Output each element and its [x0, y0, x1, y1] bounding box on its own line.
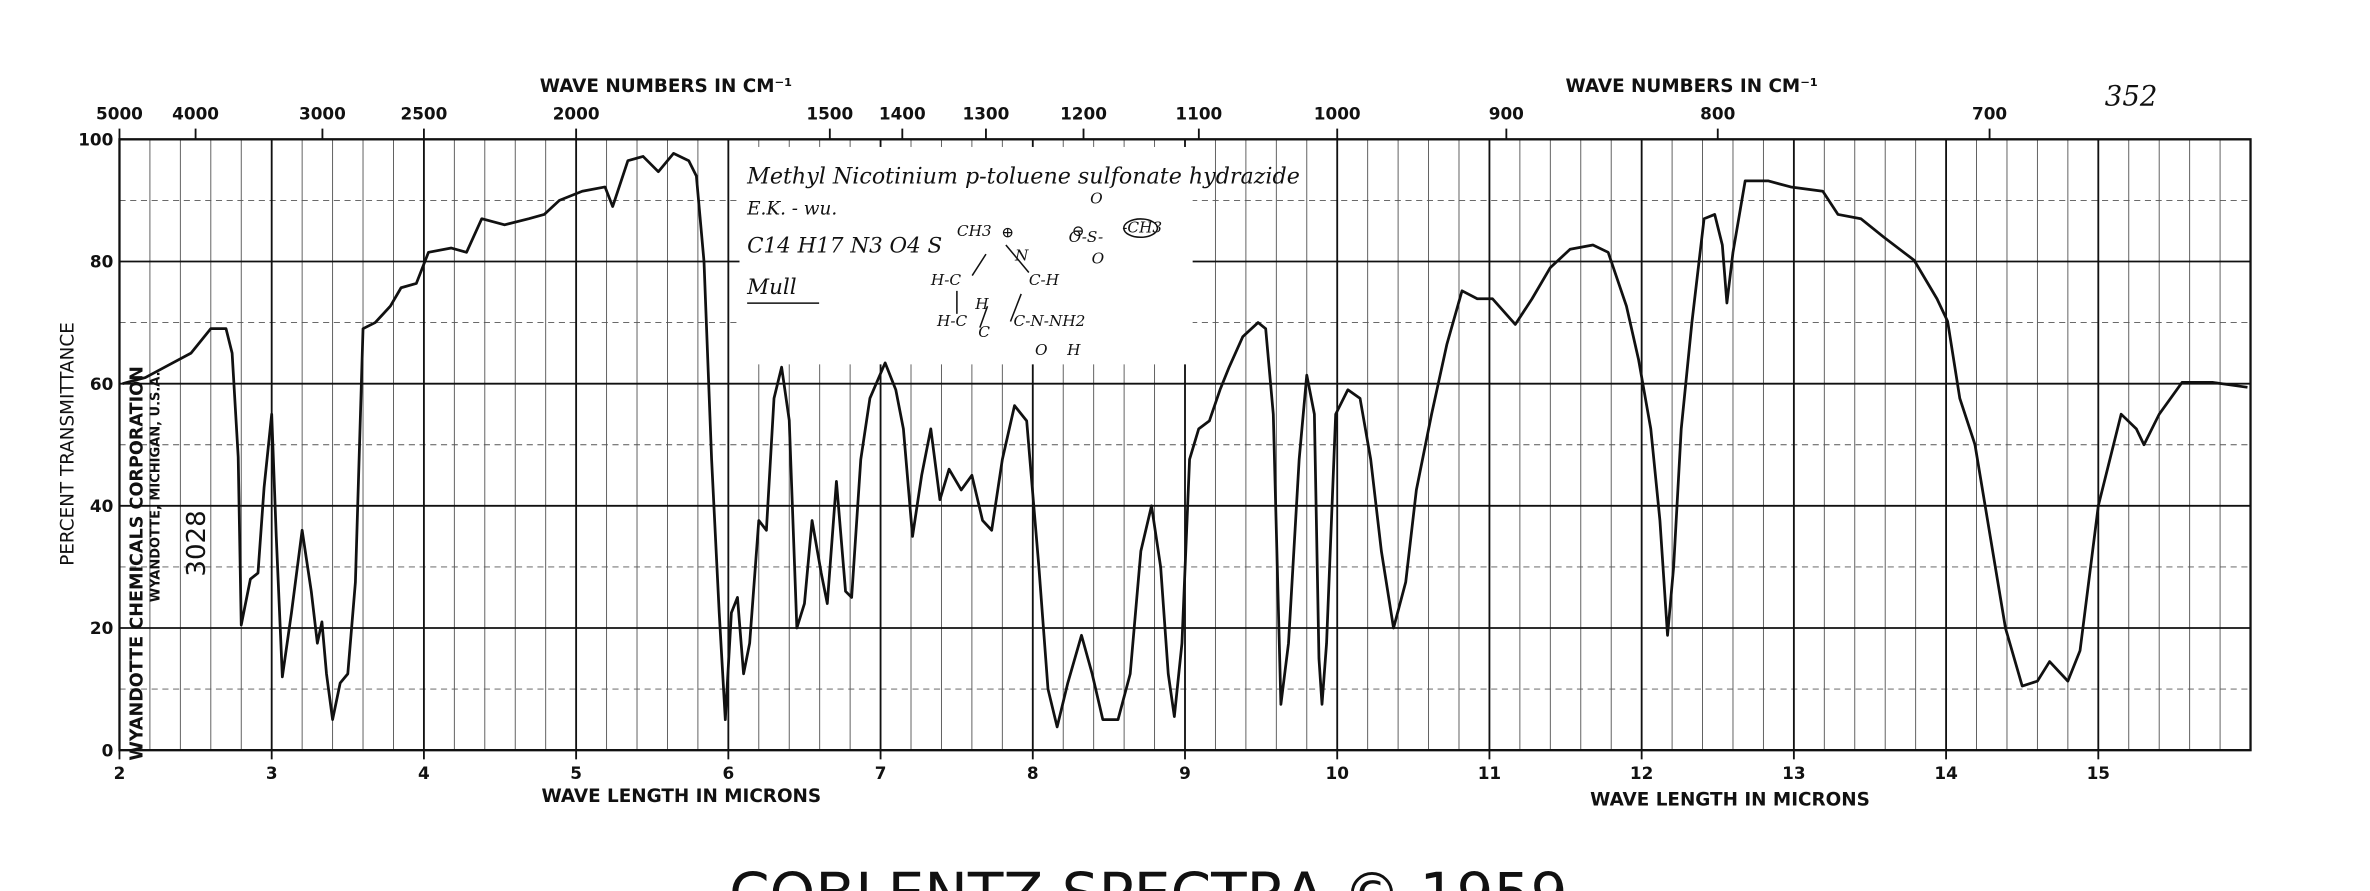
x-tick-label: 12 — [1630, 763, 1653, 783]
top-tick-label: 1400 — [879, 103, 926, 123]
top-tick-label: 700 — [1972, 103, 2007, 123]
structure-label: N — [1014, 246, 1029, 264]
spectrum-line — [122, 151, 2248, 729]
structure-label: H-C — [930, 271, 962, 289]
top-tick-label: 1000 — [1314, 103, 1361, 123]
bond — [1005, 244, 1030, 273]
structure-label: C-H — [1029, 271, 1060, 289]
y-tick-label: 80 — [90, 252, 113, 272]
plot-frame — [118, 138, 2252, 752]
x-tick-label: 14 — [1934, 763, 1957, 783]
top-tick-label: 2500 — [400, 103, 447, 123]
bond — [1009, 293, 1022, 322]
structure-label: C — [978, 323, 990, 341]
structure-label: H-C — [936, 312, 968, 330]
top-tick-label: 1100 — [1175, 103, 1222, 123]
x-tick-label: 15 — [2087, 763, 2110, 783]
top-tick-label: 4000 — [172, 103, 219, 123]
x-tick-label: 6 — [722, 763, 734, 783]
top-axis-title: WAVE NUMBERS IN CM⁻¹ — [540, 76, 792, 97]
top-tick-label: 1500 — [806, 103, 853, 123]
annotation: Methyl Nicotinium p-toluene sulfonate hy… — [746, 164, 1300, 190]
x-tick-label: 11 — [1478, 763, 1501, 783]
structure-label: O — [1092, 249, 1105, 267]
y-axis-title: PERCENT TRANSMITTANCE — [58, 322, 79, 566]
benzene-ring — [1122, 218, 1159, 239]
side-text: WYANDOTTE, MICHIGAN, U.S.A. — [148, 371, 163, 602]
x-tick-label: 10 — [1326, 763, 1349, 783]
structure-label: ⊖ — [1072, 222, 1085, 240]
x-tick-label: 5 — [570, 763, 582, 783]
x-tick-label: 2 — [114, 763, 126, 783]
annotation: E.K. - wu. — [746, 198, 837, 219]
top-tick-label: 2000 — [553, 103, 600, 123]
y-tick-label: 40 — [90, 496, 113, 516]
x-axis-title: WAVE LENGTH IN MICRONS — [541, 786, 821, 807]
structure-label: -CH3 — [1122, 219, 1162, 237]
top-axis-title: WAVE NUMBERS IN CM⁻¹ — [1566, 76, 1818, 97]
annotation: Mull — [746, 275, 796, 300]
annotation-box — [739, 146, 1193, 365]
structure-label: O — [1090, 190, 1103, 208]
top-tick-label: 1200 — [1060, 103, 1107, 123]
x-tick-label: 4 — [418, 763, 430, 783]
y-tick-label: 60 — [90, 374, 113, 394]
top-tick-label: 5000 — [96, 103, 143, 123]
x-tick-label: 8 — [1027, 763, 1039, 783]
x-tick-label: 3 — [266, 763, 278, 783]
structure-label: H — [974, 295, 989, 313]
structure-label: C-N-NH2 — [1014, 312, 1086, 330]
structure-label: CH3 — [957, 222, 992, 240]
x-axis-title: WAVE LENGTH IN MICRONS — [1590, 789, 1870, 810]
structure-label: ⊕ — [1001, 223, 1014, 241]
top-tick-label: 800 — [1700, 103, 1735, 123]
y-tick-label: 100 — [78, 129, 113, 149]
bond — [971, 253, 987, 276]
y-tick-label: 20 — [90, 618, 113, 638]
x-tick-label: 9 — [1179, 763, 1191, 783]
x-tick-label: 7 — [875, 763, 887, 783]
structure-label: H — [1066, 341, 1081, 359]
top-tick-label: 3000 — [299, 103, 346, 123]
catalog-number: 352 — [2105, 81, 2158, 113]
bond — [979, 305, 989, 328]
side-text: 3028 — [182, 510, 212, 576]
structure-label: O — [1035, 341, 1048, 359]
top-tick-label: 900 — [1489, 103, 1524, 123]
annotation: C14 H17 N3 O4 S — [747, 234, 942, 259]
top-tick-label: 1300 — [963, 103, 1010, 123]
y-tick-label: 0 — [102, 740, 114, 760]
x-tick-label: 13 — [1782, 763, 1805, 783]
structure-label: O-S- — [1069, 228, 1103, 246]
side-text: WYANDOTTE CHEMICALS CORPORATION — [127, 366, 147, 760]
footer: COBLENTZ SPECTRA © 1959 — [729, 860, 1568, 891]
